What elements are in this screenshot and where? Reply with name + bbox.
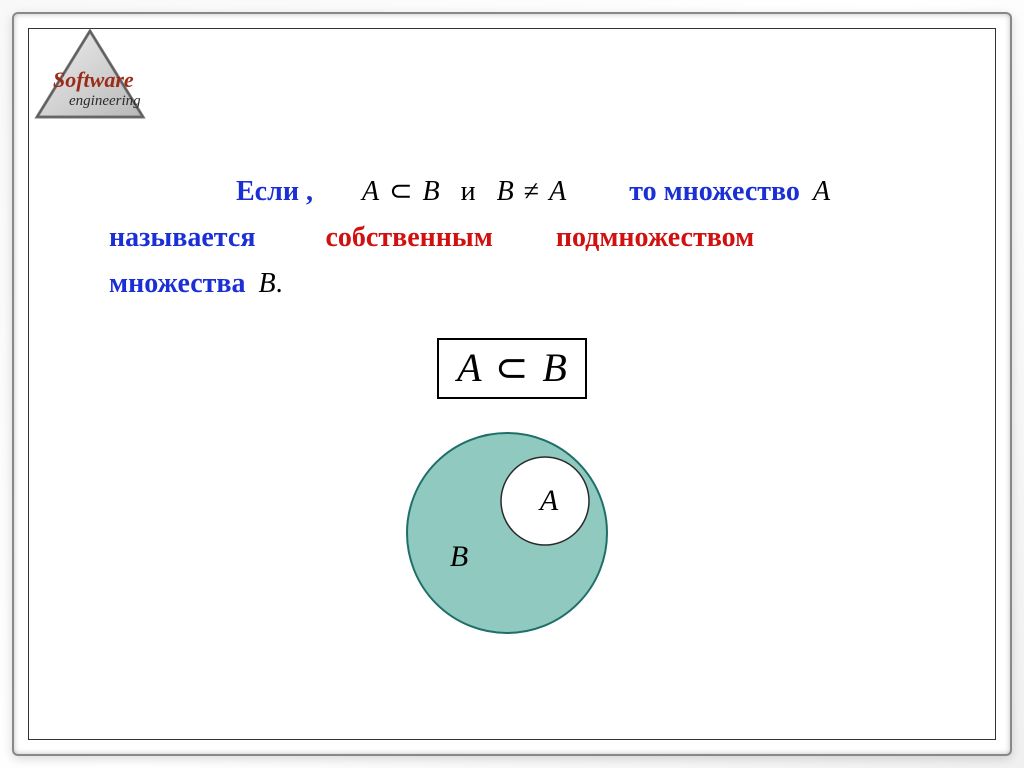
word-then: то множество — [629, 176, 800, 207]
outer-set-label: B — [450, 539, 468, 572]
software-engineering-logo: Software engineering — [25, 25, 155, 130]
formula-subset: ⊂ — [491, 345, 533, 390]
word-subset: подмножеством — [556, 222, 754, 253]
outer-frame: Software engineering Если , A ⊂ B и B ≠ … — [12, 12, 1012, 756]
word-called: называется — [109, 222, 255, 253]
definition-paragraph: Если , A ⊂ B и B ≠ A то множество A назы… — [109, 169, 915, 308]
formula-box: A ⊂ B — [437, 338, 587, 399]
set-B-ref: B — [253, 268, 276, 299]
word-of-set: множества — [109, 268, 246, 299]
set-A-ref: A — [807, 176, 830, 207]
word-if: Если , — [236, 176, 313, 207]
cond-B2: B — [497, 176, 514, 207]
formula-A: A — [457, 345, 481, 390]
word-proper: собственным — [325, 222, 492, 253]
inner-frame: Software engineering Если , A ⊂ B и B ≠ … — [28, 28, 996, 740]
cond-neq: ≠ — [521, 176, 542, 207]
cond-subset: ⊂ — [386, 176, 415, 207]
period: . — [276, 268, 283, 299]
slide-content: Если , A ⊂ B и B ≠ A то множество A назы… — [49, 49, 975, 648]
logo-text-2: engineering — [69, 93, 141, 109]
inner-set-label: A — [538, 483, 559, 516]
venn-svg: B A — [397, 423, 627, 648]
cond-A2: A — [549, 176, 566, 207]
cond-B1: B — [423, 176, 440, 207]
outer-set-circle — [407, 433, 607, 633]
venn-diagram: B A — [109, 423, 915, 648]
formula-B: B — [542, 345, 566, 390]
word-and: и — [461, 176, 476, 207]
logo-text-1: Software — [53, 67, 134, 92]
cond-A: A — [362, 176, 379, 207]
